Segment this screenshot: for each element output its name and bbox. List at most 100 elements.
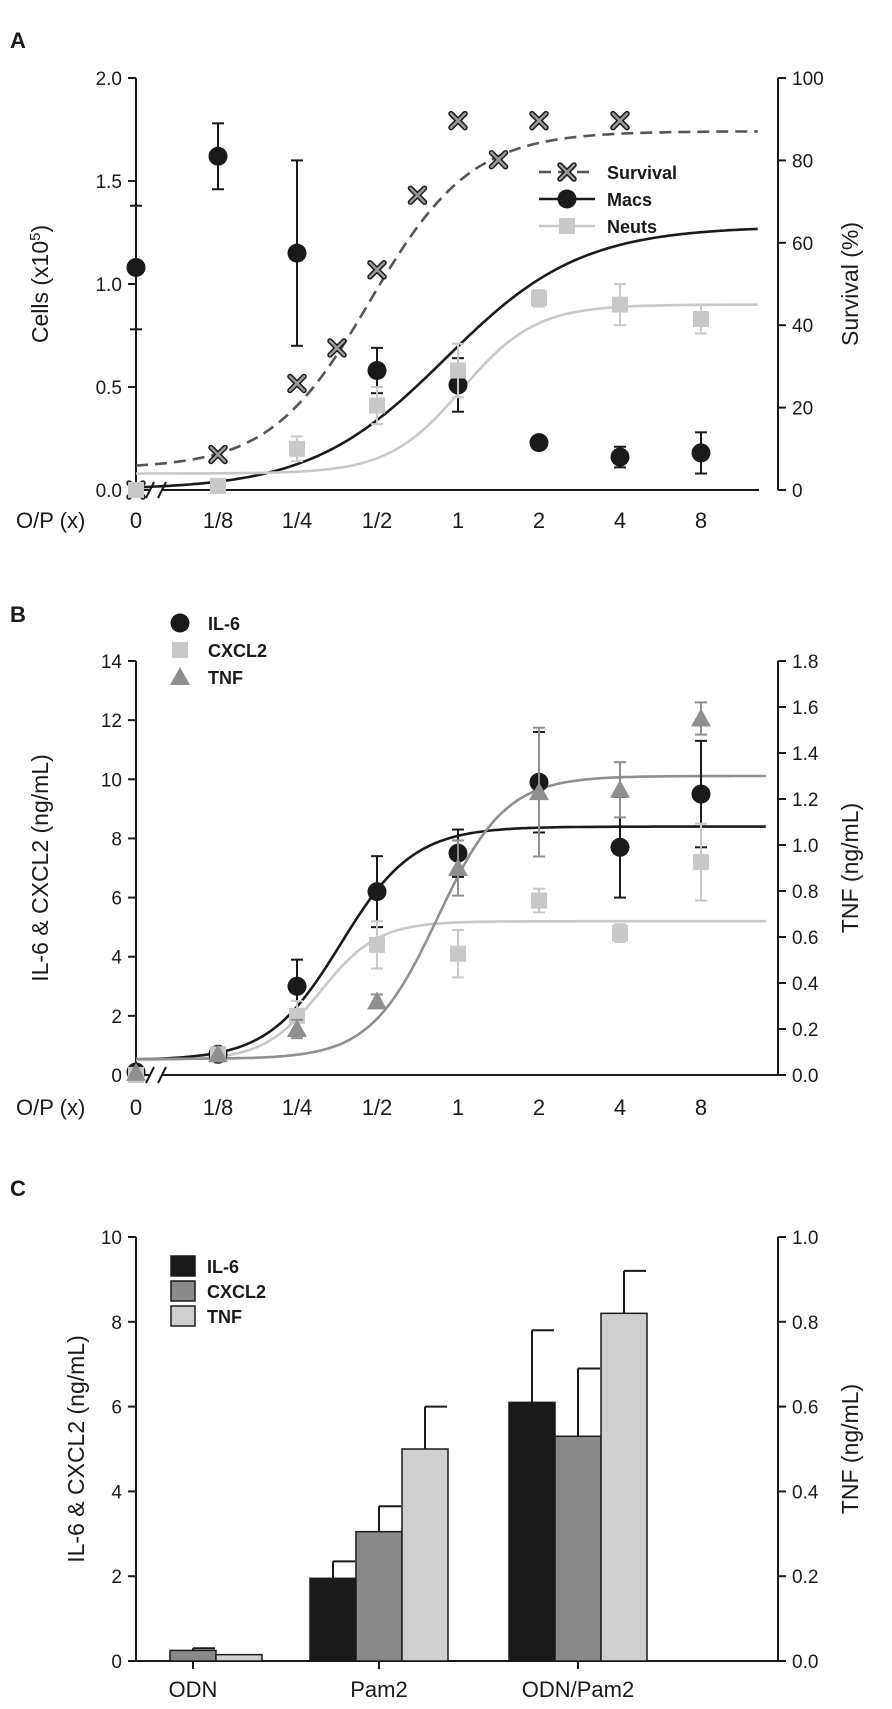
legend-item: IL-6 (170, 613, 240, 634)
legend-label: IL-6 (207, 1257, 239, 1277)
data-point-neuts (531, 290, 547, 307)
x-tick-label: 4 (614, 508, 626, 533)
bar-cxcl2 (355, 1530, 403, 1662)
right-tick-label: 1.8 (792, 652, 818, 673)
x-tick-label: 1/2 (362, 1095, 393, 1120)
left-axis-label: IL-6 & CXCL2 (ng/mL) (63, 1335, 89, 1563)
data-point-neuts (289, 440, 305, 457)
data-point-neuts (693, 311, 709, 328)
left-axis-label: IL-6 & CXCL2 (ng/mL) (27, 754, 53, 982)
right-tick-label: 0.8 (792, 882, 818, 903)
legend-marker (170, 613, 190, 633)
axis-break (145, 481, 155, 499)
data-point-tnf (287, 1019, 307, 1037)
data-point-il-6 (287, 976, 307, 996)
legend-label: Macs (607, 190, 652, 210)
axis-break (145, 1066, 155, 1084)
legend-marker (559, 218, 575, 234)
right-tick-label: 40 (792, 316, 813, 337)
legend-marker (557, 162, 577, 182)
left-tick-label: 2 (111, 1007, 122, 1028)
data-point-tnf (126, 1062, 146, 1081)
data-point-neuts (128, 482, 144, 498)
bar-il-6 (508, 1401, 556, 1662)
x-tick-label: 8 (695, 1095, 707, 1120)
fit-curve-cxcl2 (136, 919, 766, 1062)
panel-b: B024681012140.00.20.40.60.81.01.21.41.61… (10, 602, 863, 1120)
data-point-macs (287, 243, 307, 263)
data-point-tnf (691, 708, 711, 727)
x-tick-label: 0 (130, 1095, 142, 1120)
superscript: 5 (27, 233, 44, 241)
right-tick-label: 1.2 (792, 790, 818, 811)
data-point-il-6 (367, 882, 387, 902)
left-tick-label: 4 (111, 948, 122, 969)
left-tick-label: 2 (111, 1567, 122, 1588)
left-tick-label: 0.5 (96, 378, 122, 399)
data-point-tnf (367, 991, 387, 1010)
bar-tnf (600, 1312, 648, 1662)
data-point-survival (407, 185, 428, 205)
x-tick-label: 1/8 (203, 508, 234, 533)
left-tick-label: 0.0 (96, 481, 122, 502)
data-point-macs (208, 146, 228, 166)
left-tick-label: 12 (101, 711, 122, 732)
axis-break (157, 1066, 167, 1084)
right-tick-label: 0.2 (792, 1020, 818, 1041)
x-axis-label: O/P (x) (16, 508, 85, 533)
legend-label: TNF (207, 1307, 242, 1327)
data-point-cxcl2 (693, 854, 709, 871)
legend-swatch (170, 1280, 196, 1302)
right-tick-label: 0 (792, 481, 803, 502)
panel-letter: A (10, 28, 26, 53)
bar-il-6 (309, 1577, 357, 1662)
legend-item: Survival (539, 162, 677, 183)
data-point-macs (610, 447, 630, 467)
panel-letter: C (10, 1176, 26, 1201)
left-axis-label: Cells (x105) (27, 225, 54, 343)
x-tick-label: 1/2 (362, 508, 393, 533)
x-axis-label: O/P (x) (16, 1095, 85, 1120)
right-tick-label: 60 (792, 234, 813, 255)
data-point-tnf (529, 782, 549, 801)
right-axis-label: TNF (ng/mL) (837, 1384, 863, 1514)
legend-swatch (170, 1305, 196, 1327)
x-mark (368, 261, 386, 279)
x-mark (328, 339, 346, 357)
legend-item: Neuts (539, 217, 657, 237)
data-point-cxcl2 (369, 936, 385, 953)
x-mark (449, 112, 467, 129)
x-tick-label: 1 (452, 508, 464, 533)
legend-item: CXCL2 (170, 1280, 266, 1302)
legend-marker (170, 667, 190, 685)
x-tick-label: 1/8 (203, 1095, 234, 1120)
legend-item: TNF (170, 1305, 242, 1327)
x-mark (611, 112, 629, 129)
right-tick-label: 0.8 (792, 1313, 818, 1334)
data-point-tnf (208, 1044, 228, 1063)
bar-tnf (215, 1653, 263, 1662)
right-tick-label: 1.0 (792, 836, 818, 857)
legend-item: TNF (170, 667, 243, 688)
right-tick-label: 20 (792, 399, 813, 420)
left-tick-label: 6 (111, 1398, 122, 1419)
left-tick-label: 1.0 (96, 275, 122, 296)
data-point-neuts (612, 296, 628, 313)
x-tick-label: ODN (169, 1677, 218, 1702)
data-point-tnf (610, 779, 630, 798)
left-tick-label: 6 (111, 889, 122, 910)
right-axis-label: TNF (ng/mL) (837, 803, 863, 933)
legend-label: Survival (607, 163, 677, 183)
data-point-survival (367, 260, 387, 280)
data-point-cxcl2 (450, 945, 466, 962)
data-point-survival (327, 338, 347, 358)
axis-break (157, 481, 167, 499)
data-point-il-6 (610, 837, 630, 857)
bar-cxcl2 (169, 1649, 217, 1662)
data-point-cxcl2 (612, 925, 628, 942)
left-tick-label: 1.5 (96, 172, 122, 193)
data-point-survival (610, 110, 630, 131)
data-point-il-6 (691, 784, 711, 804)
fit-curve-neuts (136, 303, 758, 475)
legend-marker (557, 189, 577, 209)
